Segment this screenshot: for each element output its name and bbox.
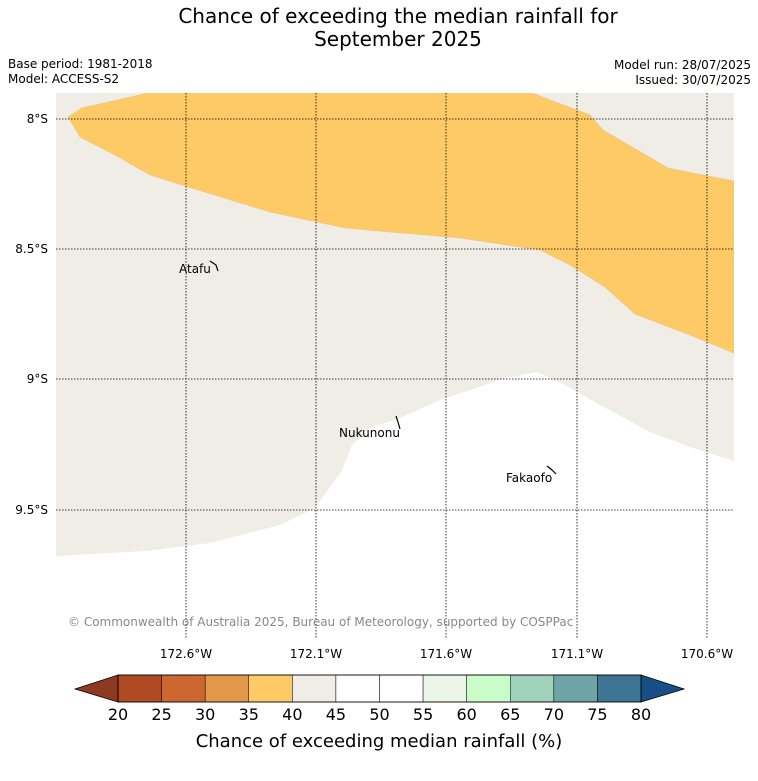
colorbar-segment: [466, 674, 511, 703]
colorbar-segment: [510, 674, 555, 703]
colorbar-tick-label: 25: [151, 705, 171, 724]
map-title: Chance of exceeding the median rainfall …: [0, 5, 758, 51]
colorbar-ticks: 20 25 30 35 40 45 50 55 60 65 70 75 80: [108, 705, 651, 724]
colorbar-tick-label: 35: [239, 705, 259, 724]
lat-label-9-5s: 9.5°S: [15, 503, 48, 517]
lon-label-170-6w: 170.6°W: [681, 647, 733, 661]
lon-label-172-6w: 172.6°W: [160, 647, 212, 661]
place-fakaofo: Fakaofo: [506, 471, 552, 485]
colorbar-segment: [204, 674, 250, 703]
title-line-1: Chance of exceeding the median rainfall …: [178, 4, 618, 28]
region-35-40: [67, 93, 734, 354]
colorbar-segment: [248, 674, 293, 703]
colorbar-segment: [379, 674, 424, 703]
colorbar-label: Chance of exceeding median rainfall (%): [196, 731, 563, 752]
meta-left: Base period: 1981-2018 Model: ACCESS-S2: [8, 57, 153, 87]
colorbar-segment: [422, 674, 467, 703]
fakaofo-atoll-shape: [546, 465, 557, 475]
colorbar-segment: [597, 674, 642, 703]
title-line-2: September 2025: [314, 27, 482, 51]
issued-date: Issued: 30/07/2025: [635, 73, 751, 87]
meta-right: Model run: 28/07/2025 Issued: 30/07/2025: [614, 58, 751, 88]
colorbar-segment: [335, 674, 380, 703]
colorbar-tick-label: 30: [195, 705, 215, 724]
colorbar-underflow-arrow: [73, 674, 119, 703]
lon-label-171-6w: 171.6°W: [420, 647, 472, 661]
colorbar-segment: [161, 674, 206, 703]
colorbar-tick-label: 40: [282, 705, 302, 724]
nukunonu-atoll-shape: [395, 415, 401, 430]
lon-label-171-1w: 171.1°W: [551, 647, 603, 661]
colorbar: 20 25 30 35 40 45 50 55 60 65 70 75 80 Chance of exc…: [73, 674, 686, 752]
colorbar-tick-label: 80: [631, 705, 651, 724]
colorbar-segment: [292, 674, 337, 703]
lat-label-9s: 9°S: [27, 372, 48, 386]
lat-label-8s: 8°S: [27, 112, 48, 126]
colorbar-segments: [117, 674, 642, 703]
colorbar-tick-label: 20: [108, 705, 128, 724]
colorbar-tick-label: 50: [369, 705, 389, 724]
copyright-notice: © Commonwealth of Australia 2025, Bureau…: [68, 615, 573, 629]
model-run: Model run: 28/07/2025: [613, 58, 751, 72]
place-atafu: Atafu: [179, 262, 211, 276]
model-name: Model: ACCESS-S2: [8, 72, 120, 86]
colorbar-tick-label: 65: [500, 705, 520, 724]
colorbar-overflow-arrow: [640, 674, 686, 703]
colorbar-segment: [553, 674, 598, 703]
graticule: [56, 93, 734, 639]
place-nukunonu: Nukunonu: [339, 426, 400, 440]
lon-label-172-1w: 172.1°W: [290, 647, 342, 661]
colorbar-tick-label: 55: [413, 705, 433, 724]
base-period: Base period: 1981-2018: [8, 57, 153, 71]
colorbar-tick-label: 75: [587, 705, 607, 724]
colorbar-tick-label: 60: [456, 705, 476, 724]
colorbar-tick-label: 45: [326, 705, 346, 724]
colorbar-tick-label: 70: [544, 705, 564, 724]
atafu-atoll-shape: [209, 260, 219, 272]
colorbar-segment: [117, 674, 162, 703]
colorbar-outline: [117, 674, 642, 703]
map-panel: Atafu Nukunonu Fakaofo © Commonwealth of…: [56, 93, 734, 639]
lat-label-8-5s: 8.5°S: [15, 242, 48, 256]
